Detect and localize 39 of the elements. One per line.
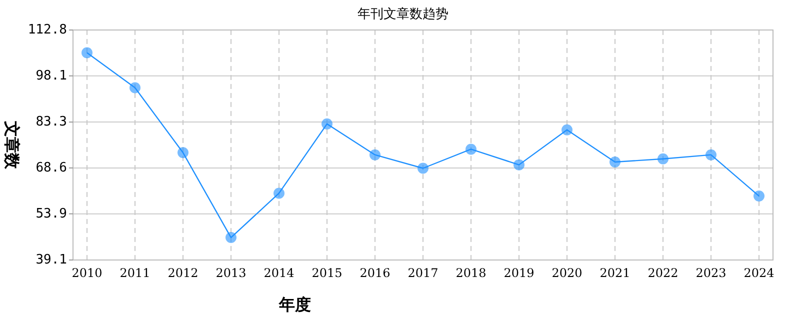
x-tick-label: 2015 (312, 266, 342, 280)
x-tick-label: 2018 (456, 266, 486, 280)
point (706, 149, 716, 160)
point (514, 159, 524, 170)
x-tick-label: 2019 (504, 266, 534, 280)
y-axis-title: 文章数 (2, 120, 22, 170)
x-tick-label: 2021 (600, 266, 630, 280)
x-tick-label: 2017 (408, 266, 438, 280)
y-tick-label: 98.1 (36, 68, 67, 84)
point (226, 232, 236, 244)
x-tick-label: 2016 (360, 266, 390, 280)
x-tick-label: 2023 (696, 266, 726, 280)
x-tick-label: 2022 (648, 266, 678, 280)
x-tick-label: 2012 (168, 266, 198, 280)
point (178, 147, 188, 158)
x-tick-label: 2014 (264, 266, 295, 280)
x-tick-label: 2020 (552, 266, 582, 280)
x-tick-label: 2010 (72, 266, 102, 280)
point (418, 162, 428, 174)
y-tick-label: 112.8 (28, 22, 67, 38)
point (370, 149, 380, 160)
y-tick-label: 39.1 (36, 252, 67, 268)
point (466, 144, 476, 155)
x-tick-label: 2024 (744, 266, 775, 280)
point (754, 190, 764, 202)
point (82, 47, 92, 58)
point (322, 118, 332, 130)
point (562, 124, 572, 136)
point (274, 188, 284, 199)
y-tick-label: 68.6 (36, 160, 67, 176)
x-axis-title: 年度 (278, 295, 311, 314)
y-tick-label: 53.9 (36, 206, 67, 222)
point (130, 82, 140, 94)
x-tick-label: 2011 (120, 266, 150, 280)
point (610, 156, 620, 168)
y-tick-label: 83.3 (36, 114, 67, 130)
chart-title: 年刊文章数趋势 (358, 7, 448, 22)
x-tick-label: 2013 (216, 266, 246, 280)
point (658, 153, 668, 164)
